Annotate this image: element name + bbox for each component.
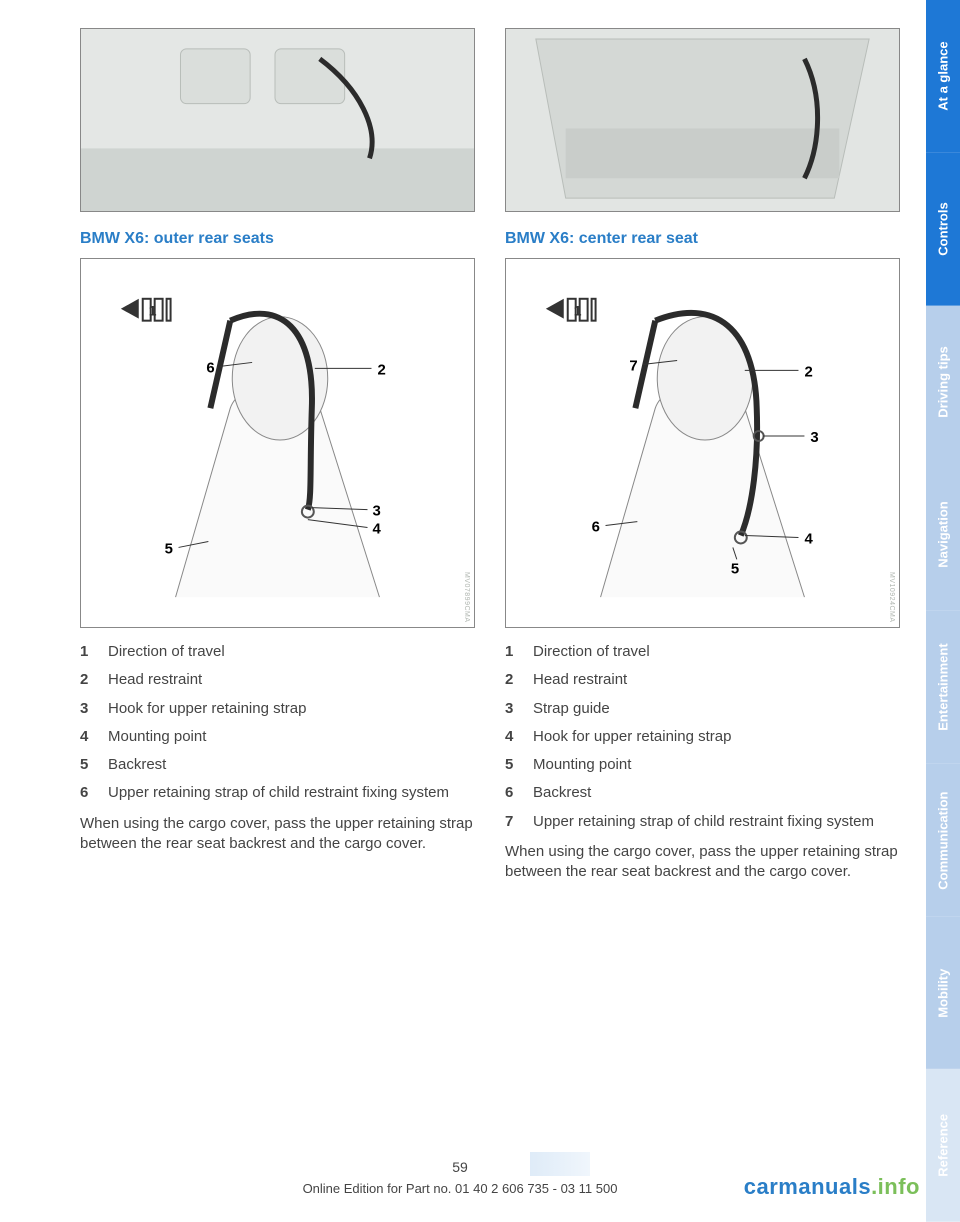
watermark-a: carmanuals	[744, 1174, 871, 1199]
section-tab[interactable]: Reference	[926, 1069, 960, 1222]
list-item-text: Head restraint	[108, 670, 202, 690]
list-item-number: 4	[505, 727, 533, 747]
list-item-text: Head restraint	[533, 670, 627, 690]
section-tab[interactable]: Controls	[926, 153, 960, 306]
list-item-text: Direction of travel	[108, 642, 225, 662]
list-item: 3Strap guide	[505, 699, 900, 719]
watermark: carmanuals.info	[744, 1174, 920, 1200]
list-item-text: Direction of travel	[533, 642, 650, 662]
list-item-number: 4	[80, 727, 108, 747]
svg-text:4: 4	[372, 522, 381, 538]
photo-center-seat: MV10923CMA	[505, 28, 900, 212]
list-item-text: Upper retaining strap of child restraint…	[533, 812, 874, 832]
list-item-text: Backrest	[108, 755, 166, 775]
list-item: 6Backrest	[505, 783, 900, 803]
diagram-center: 1 7 2 3 4 5 6 MV10924CMA	[505, 258, 900, 628]
svg-text:3: 3	[372, 504, 380, 520]
watermark-b: .info	[871, 1174, 920, 1199]
list-item-text: Mounting point	[108, 727, 206, 747]
section-tab[interactable]: At a glance	[926, 0, 960, 153]
svg-text:7: 7	[629, 358, 637, 374]
list-item: 1Direction of travel	[505, 642, 900, 662]
diagram-outer: 1 6 2 3 4 5 MV07899CMA	[80, 258, 475, 628]
list-item: 1Direction of travel	[80, 642, 475, 662]
svg-text:2: 2	[377, 362, 385, 378]
page-number: 59	[0, 1159, 920, 1175]
section-tab[interactable]: Mobility	[926, 917, 960, 1070]
list-item-number: 2	[80, 670, 108, 690]
section-tab[interactable]: Communication	[926, 764, 960, 917]
section-tab[interactable]: Driving tips	[926, 306, 960, 459]
list-outer: 1Direction of travel2Head restraint3Hook…	[80, 642, 475, 804]
left-column: MV067762CMA BMW X6: outer rear seats	[80, 28, 475, 882]
list-item: 4Mounting point	[80, 727, 475, 747]
list-item-text: Hook for upper retaining strap	[533, 727, 731, 747]
list-item: 3Hook for upper retaining strap	[80, 699, 475, 719]
list-item-number: 6	[505, 783, 533, 803]
list-item-text: Backrest	[533, 783, 591, 803]
svg-text:5: 5	[165, 541, 173, 557]
photo-outer-seats: MV067762CMA	[80, 28, 475, 212]
section-tab[interactable]: Navigation	[926, 458, 960, 611]
section-tab[interactable]: Entertainment	[926, 611, 960, 764]
list-item: 7Upper retaining strap of child restrain…	[505, 812, 900, 832]
list-item-number: 1	[80, 642, 108, 662]
list-item-text: Upper retaining strap of child restraint…	[108, 783, 449, 803]
diagram-code: MV07899CMA	[463, 572, 470, 623]
list-item-number: 1	[505, 642, 533, 662]
list-item-text: Hook for upper retaining strap	[108, 699, 306, 719]
list-item: 2Head restraint	[80, 670, 475, 690]
list-item-text: Strap guide	[533, 699, 610, 719]
heading-center: BMW X6: center rear seat	[505, 230, 900, 248]
list-center: 1Direction of travel2Head restraint3Stra…	[505, 642, 900, 832]
svg-text:6: 6	[592, 520, 600, 536]
list-item: 4Hook for upper retaining strap	[505, 727, 900, 747]
svg-text:1: 1	[574, 303, 582, 319]
svg-text:6: 6	[206, 360, 214, 376]
list-item-number: 3	[505, 699, 533, 719]
list-item-number: 6	[80, 783, 108, 803]
right-column: MV10923CMA BMW X6: center rear seat	[505, 28, 900, 882]
list-item-number: 2	[505, 670, 533, 690]
list-item-number: 3	[80, 699, 108, 719]
para-center: When using the cargo cover, pass the upp…	[505, 842, 900, 883]
section-tabs: At a glanceControlsDriving tipsNavigatio…	[926, 0, 960, 1222]
list-item: 2Head restraint	[505, 670, 900, 690]
list-item-number: 5	[505, 755, 533, 775]
list-item-text: Mounting point	[533, 755, 631, 775]
svg-text:3: 3	[810, 430, 818, 446]
diagram-code: MV10924CMA	[888, 572, 895, 623]
list-item: 6Upper retaining strap of child restrain…	[80, 783, 475, 803]
para-outer: When using the cargo cover, pass the upp…	[80, 814, 475, 855]
svg-text:4: 4	[804, 531, 813, 547]
list-item: 5Backrest	[80, 755, 475, 775]
list-item: 5Mounting point	[505, 755, 900, 775]
heading-outer: BMW X6: outer rear seats	[80, 230, 475, 248]
svg-text:1: 1	[149, 303, 157, 319]
svg-text:5: 5	[731, 561, 739, 577]
list-item-number: 5	[80, 755, 108, 775]
list-item-number: 7	[505, 812, 533, 832]
svg-text:2: 2	[804, 364, 812, 380]
